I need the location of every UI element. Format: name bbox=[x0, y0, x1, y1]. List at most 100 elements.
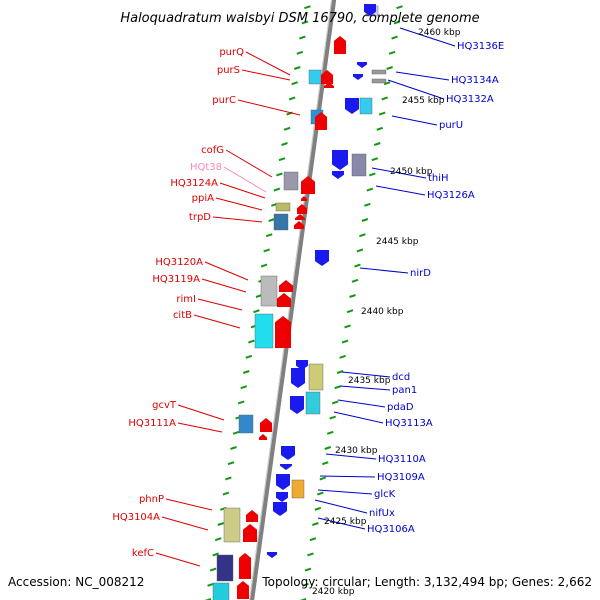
gene-label-left: HQ3104A bbox=[112, 512, 160, 523]
leader-line bbox=[341, 371, 391, 378]
label-leader-lines bbox=[155, 27, 456, 567]
tick-mark bbox=[302, 582, 309, 587]
tick-mark bbox=[366, 187, 374, 192]
gene-arrow-right bbox=[291, 368, 305, 388]
feature-block bbox=[359, 97, 373, 115]
gene-label-left: HQ3111A bbox=[128, 418, 176, 429]
tick-mark bbox=[207, 582, 214, 587]
coordinate-marks: 2460 kbp 2455 kbp 2450 kbp 2445 kbp 2440 kbp… bbox=[312, 28, 461, 597]
kbp-mark: 2460 kbp bbox=[418, 28, 461, 38]
tick-mark bbox=[225, 476, 232, 481]
feature-block bbox=[212, 582, 230, 600]
gene-arrow-left bbox=[279, 280, 293, 292]
gene-label-right: nirD bbox=[410, 268, 431, 279]
gene-arrow-right bbox=[364, 4, 376, 16]
kbp-mark: 2450 kbp bbox=[390, 167, 433, 177]
tick-mark bbox=[283, 126, 291, 131]
gene-label-right: HQ3110A bbox=[378, 454, 426, 465]
gene-arrow-right bbox=[290, 396, 304, 414]
feature-block bbox=[305, 391, 321, 415]
tick-mark bbox=[388, 50, 396, 55]
tick-mark bbox=[222, 491, 230, 496]
feature-block bbox=[216, 554, 234, 582]
tick-mark bbox=[354, 263, 361, 268]
feature-block bbox=[351, 153, 367, 177]
gene-arrow-right bbox=[281, 446, 295, 460]
kbp-mark: 2425 kbp bbox=[324, 517, 367, 527]
feature-blocks bbox=[212, 5, 387, 600]
gene-arrow-right bbox=[315, 250, 329, 266]
gene-arrow-left bbox=[260, 418, 272, 432]
gene-label-right: pan1 bbox=[392, 385, 417, 396]
tick-mark bbox=[373, 142, 381, 146]
tick-mark bbox=[304, 5, 311, 10]
leader-line bbox=[155, 552, 201, 567]
gene-label-left: rimI bbox=[176, 294, 196, 305]
gene-label-left: HQt38 bbox=[190, 162, 222, 173]
leader-line bbox=[201, 278, 247, 293]
feature-block bbox=[254, 313, 274, 349]
kbp-mark: 2455 kbp bbox=[402, 96, 445, 106]
tick-mark bbox=[334, 385, 341, 390]
gene-label-right: HQ3134A bbox=[451, 75, 499, 86]
tick-mark bbox=[209, 567, 217, 572]
tick-mark bbox=[391, 35, 398, 40]
leader-line bbox=[319, 475, 376, 478]
gene-label-right: HQ3109A bbox=[377, 472, 425, 483]
tick-mark bbox=[217, 522, 225, 526]
tick-mark bbox=[227, 461, 235, 466]
gene-label-left: citB bbox=[173, 310, 192, 321]
gene-label-right: HQ3126A bbox=[427, 190, 475, 201]
leader-line bbox=[241, 69, 291, 81]
feature-block bbox=[238, 414, 254, 434]
tick-mark bbox=[204, 598, 212, 600]
gene-arrow-left bbox=[277, 293, 291, 307]
tick-mark bbox=[281, 142, 288, 146]
feature-block bbox=[371, 69, 387, 75]
leader-line bbox=[325, 453, 377, 460]
tick-mark bbox=[307, 552, 314, 557]
gene-label-left: phnP bbox=[139, 494, 164, 505]
gene-arrow-right bbox=[280, 464, 292, 470]
tick-mark bbox=[273, 187, 281, 192]
tick-mark bbox=[263, 248, 270, 253]
feature-block bbox=[291, 479, 305, 499]
leader-line bbox=[314, 499, 368, 514]
tick-mark bbox=[299, 35, 306, 40]
tick-mark bbox=[293, 66, 301, 70]
gene-label-left: HQ3119A bbox=[152, 274, 200, 285]
tick-mark bbox=[321, 461, 329, 466]
gene-arrow-left bbox=[243, 524, 257, 542]
tick-mark bbox=[341, 339, 349, 344]
gene-arrow-left bbox=[275, 316, 291, 348]
tick-mark bbox=[301, 20, 309, 25]
gene-label-left: purQ bbox=[219, 47, 244, 58]
tick-mark bbox=[245, 354, 253, 359]
feature-block bbox=[260, 275, 278, 307]
tick-mark bbox=[319, 476, 327, 481]
leader-line bbox=[215, 197, 263, 211]
tick-mark bbox=[378, 111, 386, 116]
gene-label-left: kefC bbox=[132, 548, 154, 559]
gene-arrow-right bbox=[296, 360, 308, 370]
leader-line bbox=[395, 71, 450, 81]
tick-mark bbox=[248, 339, 255, 344]
gene-arrow-right bbox=[345, 98, 359, 114]
tick-mark bbox=[349, 294, 356, 298]
tick-mark bbox=[242, 370, 250, 374]
leader-line bbox=[245, 51, 291, 76]
tick-mark bbox=[253, 309, 260, 314]
tick-mark bbox=[383, 81, 391, 86]
gene-label-right: thiH bbox=[428, 173, 449, 184]
tick-mark bbox=[237, 400, 245, 405]
tick-mark bbox=[312, 522, 319, 526]
gene-label-right: HQ3106A bbox=[367, 524, 415, 535]
gene-label-left: gcvT bbox=[152, 400, 177, 411]
tick-mark bbox=[214, 537, 222, 542]
gene-arrow-left bbox=[295, 214, 305, 220]
gene-arrow-left bbox=[301, 196, 307, 201]
leader-line bbox=[161, 516, 209, 531]
tick-mark bbox=[393, 20, 401, 25]
